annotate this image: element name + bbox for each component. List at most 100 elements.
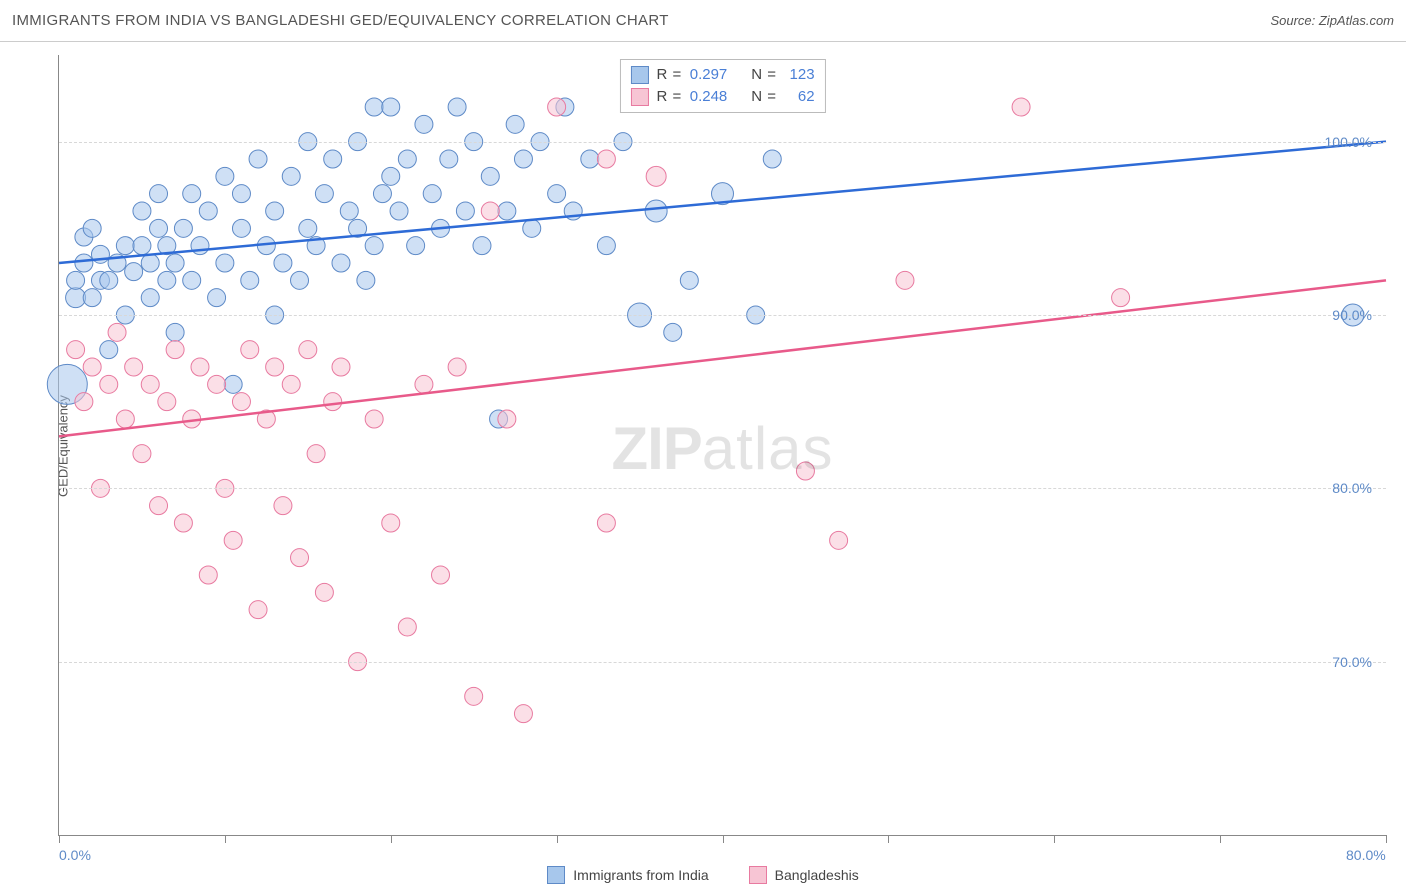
legend-swatch bbox=[630, 88, 648, 106]
scatter-point bbox=[382, 167, 400, 185]
scatter-point bbox=[266, 202, 284, 220]
scatter-point bbox=[133, 237, 151, 255]
scatter-point bbox=[282, 167, 300, 185]
bottom-legend: Immigrants from India Bangladeshis bbox=[0, 866, 1406, 884]
x-tick bbox=[1386, 835, 1387, 843]
scatter-point bbox=[224, 531, 242, 549]
scatter-point bbox=[199, 202, 217, 220]
scatter-point bbox=[398, 150, 416, 168]
scatter-point bbox=[448, 98, 466, 116]
scatter-point bbox=[315, 583, 333, 601]
scatter-point bbox=[498, 202, 516, 220]
scatter-point bbox=[291, 549, 309, 567]
scatter-point bbox=[514, 150, 532, 168]
scatter-point bbox=[307, 445, 325, 463]
legend-label: Immigrants from India bbox=[573, 867, 708, 883]
scatter-point bbox=[174, 219, 192, 237]
legend-swatch bbox=[749, 866, 767, 884]
y-tick-label: 90.0% bbox=[1332, 307, 1372, 323]
scatter-point bbox=[382, 514, 400, 532]
scatter-point bbox=[133, 202, 151, 220]
scatter-point bbox=[208, 375, 226, 393]
scatter-point bbox=[664, 323, 682, 341]
scatter-point bbox=[390, 202, 408, 220]
scatter-point bbox=[83, 289, 101, 307]
grid-line bbox=[59, 142, 1386, 143]
scatter-point bbox=[249, 601, 267, 619]
scatter-point bbox=[315, 185, 333, 203]
r-value: 0.248 bbox=[690, 86, 728, 108]
scatter-point bbox=[150, 497, 168, 515]
x-tick-label: 0.0% bbox=[59, 847, 91, 863]
scatter-point bbox=[166, 254, 184, 272]
scatter-point bbox=[646, 166, 666, 186]
stats-box: R =0.297N =123R =0.248N =62 bbox=[619, 59, 825, 113]
scatter-point bbox=[232, 185, 250, 203]
scatter-point bbox=[174, 514, 192, 532]
scatter-point bbox=[407, 237, 425, 255]
scatter-point bbox=[125, 263, 143, 281]
scatter-point bbox=[481, 202, 499, 220]
scatter-point bbox=[324, 393, 342, 411]
scatter-point bbox=[523, 219, 541, 237]
scatter-point bbox=[548, 98, 566, 116]
grid-line bbox=[59, 315, 1386, 316]
scatter-svg bbox=[59, 55, 1386, 835]
x-tick bbox=[225, 835, 226, 843]
scatter-point bbox=[423, 185, 441, 203]
scatter-point bbox=[473, 237, 491, 255]
scatter-point bbox=[1112, 289, 1130, 307]
r-value: 0.297 bbox=[690, 64, 728, 86]
scatter-point bbox=[481, 167, 499, 185]
scatter-point bbox=[108, 323, 126, 341]
scatter-point bbox=[100, 341, 118, 359]
scatter-point bbox=[763, 150, 781, 168]
legend-label: Bangladeshis bbox=[775, 867, 859, 883]
scatter-point bbox=[116, 410, 134, 428]
x-tick-label: 80.0% bbox=[1346, 847, 1386, 863]
scatter-point bbox=[224, 375, 242, 393]
scatter-point bbox=[249, 150, 267, 168]
scatter-point bbox=[141, 289, 159, 307]
x-tick bbox=[888, 835, 889, 843]
scatter-point bbox=[597, 514, 615, 532]
scatter-point bbox=[158, 271, 176, 289]
scatter-point bbox=[365, 410, 383, 428]
scatter-point bbox=[232, 219, 250, 237]
scatter-point bbox=[150, 219, 168, 237]
scatter-point bbox=[365, 237, 383, 255]
scatter-point bbox=[216, 254, 234, 272]
legend-item: Bangladeshis bbox=[749, 866, 859, 884]
scatter-point bbox=[357, 271, 375, 289]
regression-line bbox=[59, 280, 1386, 436]
scatter-point bbox=[100, 271, 118, 289]
scatter-point bbox=[340, 202, 358, 220]
legend-swatch bbox=[630, 66, 648, 84]
y-tick-label: 100.0% bbox=[1325, 134, 1372, 150]
scatter-point bbox=[498, 410, 516, 428]
n-value: 123 bbox=[785, 64, 815, 86]
n-value: 62 bbox=[785, 86, 815, 108]
scatter-point bbox=[440, 150, 458, 168]
scatter-point bbox=[896, 271, 914, 289]
scatter-point bbox=[332, 358, 350, 376]
scatter-point bbox=[141, 254, 159, 272]
scatter-point bbox=[456, 202, 474, 220]
scatter-point bbox=[266, 358, 284, 376]
scatter-point bbox=[100, 375, 118, 393]
scatter-point bbox=[191, 358, 209, 376]
scatter-point bbox=[133, 445, 151, 463]
scatter-point bbox=[597, 237, 615, 255]
x-tick bbox=[1054, 835, 1055, 843]
scatter-point bbox=[448, 358, 466, 376]
scatter-point bbox=[548, 185, 566, 203]
scatter-point bbox=[83, 219, 101, 237]
scatter-point bbox=[191, 237, 209, 255]
scatter-point bbox=[365, 98, 383, 116]
scatter-point bbox=[581, 150, 599, 168]
n-label: N = bbox=[751, 86, 776, 108]
legend-swatch bbox=[547, 866, 565, 884]
scatter-point bbox=[382, 98, 400, 116]
scatter-point bbox=[432, 566, 450, 584]
r-label: R = bbox=[656, 64, 681, 86]
